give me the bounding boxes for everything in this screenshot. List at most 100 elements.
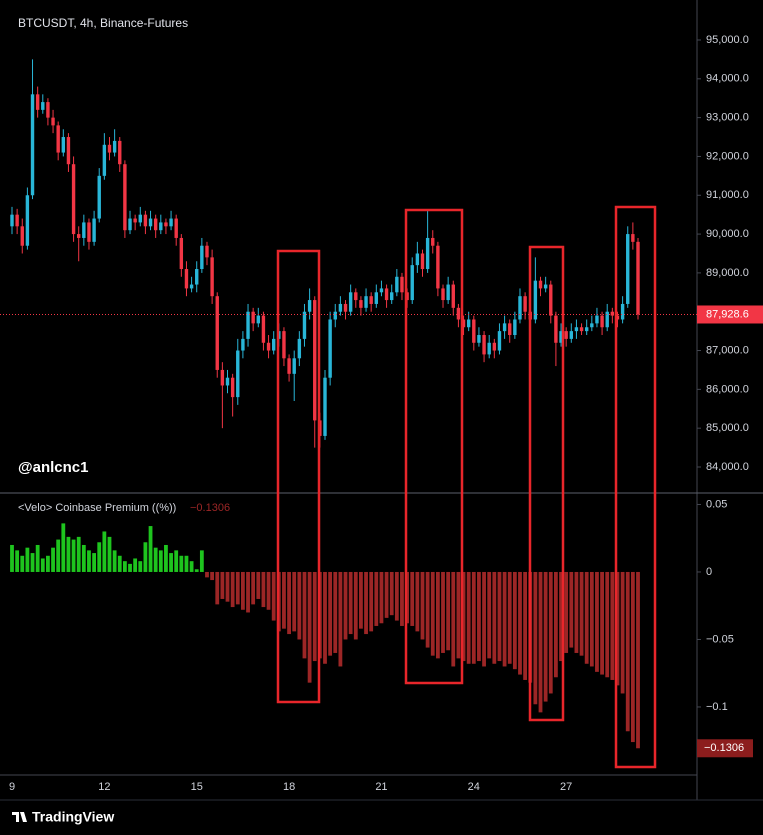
premium-bar bbox=[420, 571, 425, 640]
premium-bar bbox=[199, 550, 204, 572]
premium-bar bbox=[35, 544, 40, 572]
y-tick-label: 92,000.0 bbox=[706, 150, 749, 162]
candle-body bbox=[446, 284, 450, 301]
premium-bar bbox=[133, 558, 138, 572]
premium-bar bbox=[30, 553, 35, 572]
candle-body bbox=[184, 269, 189, 289]
premium-bar bbox=[282, 571, 286, 629]
candle-body bbox=[579, 327, 584, 332]
premium-bar bbox=[241, 571, 245, 610]
premium-bar bbox=[107, 536, 112, 572]
candle-body bbox=[10, 214, 14, 227]
candle-body bbox=[554, 315, 558, 343]
premium-bar bbox=[158, 550, 163, 572]
candle-body bbox=[51, 117, 55, 126]
premium-bar bbox=[97, 542, 102, 572]
premium-bar bbox=[40, 558, 45, 572]
y-tick-label: 86,000.0 bbox=[706, 383, 749, 395]
candle-body bbox=[584, 327, 589, 332]
candle-body bbox=[164, 222, 168, 227]
premium-bar bbox=[533, 571, 538, 705]
candle-body bbox=[287, 358, 291, 374]
candle-body bbox=[590, 323, 594, 328]
premium-bar bbox=[323, 571, 327, 664]
premium-bar bbox=[595, 571, 599, 672]
premium-bar bbox=[230, 571, 235, 608]
candle-body bbox=[302, 311, 307, 339]
candle-body bbox=[543, 284, 548, 289]
candle-body bbox=[313, 300, 317, 421]
premium-bar bbox=[179, 555, 184, 572]
premium-bar bbox=[174, 550, 179, 572]
x-tick-label: 21 bbox=[375, 781, 387, 793]
premium-bar bbox=[538, 571, 543, 713]
candle-body bbox=[41, 102, 45, 110]
candle-body bbox=[153, 218, 158, 231]
premium-bar bbox=[441, 571, 445, 653]
candle-body bbox=[241, 338, 245, 351]
premium-bar bbox=[169, 553, 173, 572]
premium-bar bbox=[92, 553, 96, 572]
candle-body bbox=[159, 222, 163, 231]
candle-body bbox=[574, 327, 579, 332]
premium-bar bbox=[435, 571, 440, 659]
candle-body bbox=[133, 218, 137, 223]
premium-bar bbox=[20, 555, 25, 572]
x-tick-label: 12 bbox=[98, 781, 110, 793]
premium-bar bbox=[471, 571, 476, 664]
premium-bar bbox=[600, 571, 604, 675]
candle-body bbox=[420, 253, 425, 270]
annotation-boxes bbox=[276, 205, 657, 769]
premium-bar bbox=[400, 571, 404, 626]
premium-bar bbox=[261, 571, 266, 608]
candle-body bbox=[461, 319, 466, 328]
premium-bar bbox=[25, 547, 30, 572]
premium-bar bbox=[456, 571, 461, 659]
candle-body bbox=[564, 331, 568, 339]
candle-body bbox=[477, 335, 481, 343]
premium-bar bbox=[215, 571, 220, 605]
premium-bar bbox=[466, 571, 471, 664]
premium-bar bbox=[584, 571, 589, 664]
candle-body bbox=[230, 377, 235, 398]
premium-bar bbox=[605, 571, 610, 678]
candle-body bbox=[97, 175, 101, 219]
candle-body bbox=[533, 280, 538, 320]
candle-body bbox=[92, 218, 96, 242]
x-tick-label: 18 bbox=[283, 781, 295, 793]
premium-bar bbox=[287, 571, 291, 635]
logo-text: TradingView bbox=[32, 809, 114, 825]
premium-bar bbox=[620, 571, 625, 694]
premium-bar bbox=[482, 571, 486, 667]
premium-bar bbox=[76, 536, 81, 572]
premium-bar bbox=[410, 571, 415, 626]
premium-bar bbox=[461, 571, 466, 662]
premium-bar bbox=[446, 571, 451, 651]
candle-body bbox=[56, 125, 60, 153]
premium-bar bbox=[394, 571, 399, 621]
premium-bar bbox=[579, 571, 584, 656]
candle-body bbox=[508, 323, 512, 336]
candle-body bbox=[25, 195, 30, 246]
candle-body bbox=[46, 102, 50, 118]
last-value-box bbox=[697, 739, 753, 758]
premium-bar bbox=[559, 571, 563, 662]
candle-body bbox=[20, 226, 24, 246]
candle-body bbox=[323, 377, 327, 436]
premium-bar bbox=[636, 571, 640, 749]
premium-bar bbox=[543, 571, 548, 702]
premium-bar bbox=[164, 544, 168, 572]
indicator-value: −0.1306 bbox=[190, 502, 230, 514]
candle-body bbox=[333, 311, 337, 320]
candle-body bbox=[348, 292, 353, 312]
last-price-box bbox=[697, 305, 763, 324]
candle-body bbox=[492, 342, 497, 351]
candle-body bbox=[569, 331, 573, 339]
candle-body bbox=[77, 234, 81, 238]
candle-body bbox=[513, 319, 517, 336]
highlight-box bbox=[614, 205, 657, 769]
candle-body bbox=[364, 296, 368, 308]
premium-bar bbox=[610, 571, 615, 680]
candle-body bbox=[102, 144, 107, 176]
